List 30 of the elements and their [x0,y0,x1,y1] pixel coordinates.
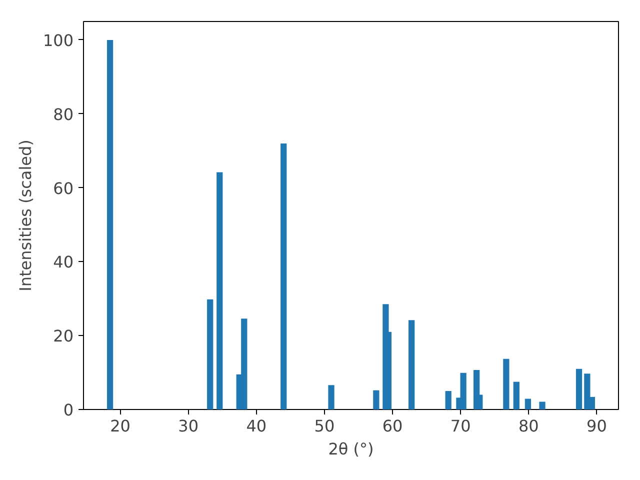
y-tick-label: 100 [42,30,74,50]
bar [503,358,510,410]
bar [576,368,582,410]
x-tick-label: 50 [314,416,335,436]
bar [106,40,114,410]
y-tick-label: 80 [53,104,74,124]
x-tick-label: 40 [246,416,267,436]
bar [207,299,214,410]
x-tick-label: 80 [518,416,539,436]
bar [460,372,466,410]
bar [328,385,334,410]
bar [524,398,532,410]
x-tick-label: 60 [382,416,403,436]
bar [445,391,452,410]
x-tick-label: 70 [450,416,471,436]
bar [216,172,223,410]
y-tick-label: 60 [53,178,74,198]
y-tick-label: 0 [63,400,74,420]
bar [408,320,415,410]
x-tick-label: 20 [110,416,130,436]
x-tick-label: 90 [586,416,607,436]
bar [280,143,287,410]
y-tick-label: 40 [53,252,74,272]
bar [373,390,380,410]
y-axis-title: Intensities (scaled) [16,140,35,292]
y-tick-label: 20 [53,326,74,346]
bar [513,382,520,410]
x-tick-label: 30 [178,416,198,436]
bar [539,402,546,410]
x-axis-title: 2θ (°) [328,440,374,458]
